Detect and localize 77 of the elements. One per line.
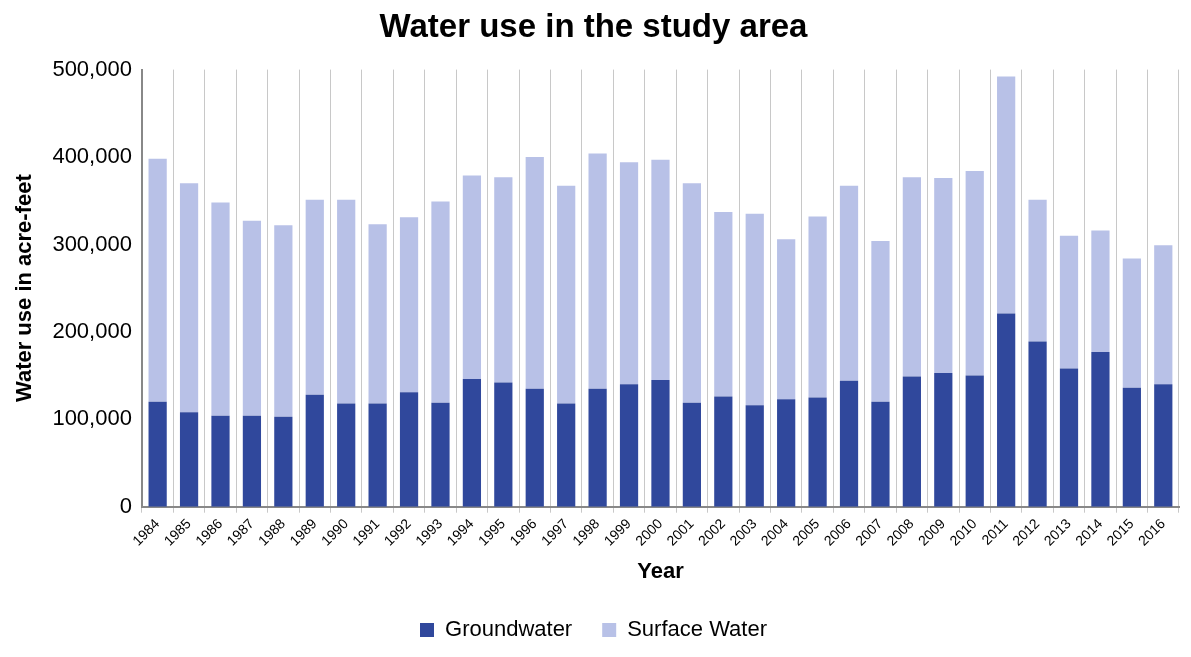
bar — [934, 372, 953, 507]
bar — [525, 388, 544, 507]
bar — [902, 376, 921, 507]
bar — [274, 416, 293, 507]
bar — [431, 201, 450, 403]
bar — [494, 382, 513, 507]
bar — [462, 175, 482, 380]
bar — [651, 159, 670, 380]
bar — [965, 375, 984, 507]
bar — [1091, 351, 1110, 507]
y-tick-label: 500,000 — [52, 55, 132, 81]
bar — [1028, 199, 1047, 342]
chart-title: Water use in the study area — [379, 6, 809, 44]
bar — [1154, 384, 1173, 507]
bar — [871, 240, 890, 402]
bar — [1059, 368, 1079, 507]
bar — [179, 412, 199, 507]
y-tick-label: 100,000 — [52, 405, 132, 431]
bar — [997, 76, 1016, 314]
bar — [871, 401, 890, 507]
bar — [431, 402, 450, 507]
bar — [714, 212, 733, 397]
y-axis-title: Water use in acre-feet — [11, 173, 37, 403]
bar — [337, 199, 356, 404]
legend-label: Surface Water — [627, 616, 767, 642]
bar — [682, 402, 701, 507]
y-tick-label: 400,000 — [52, 143, 132, 169]
bar — [525, 157, 544, 389]
bar — [745, 213, 764, 406]
bar — [274, 225, 293, 417]
bar — [337, 403, 356, 507]
bar — [179, 183, 199, 413]
bar — [462, 379, 482, 507]
x-axis-title: Year — [637, 557, 685, 583]
bar — [1059, 235, 1079, 369]
bar — [839, 380, 859, 507]
legend-label: Groundwater — [445, 616, 573, 642]
bar — [965, 171, 984, 376]
bar — [682, 183, 701, 403]
bar — [242, 220, 262, 416]
bar — [557, 403, 576, 507]
bar — [745, 405, 764, 507]
bar — [839, 185, 859, 381]
y-tick-label: 300,000 — [52, 230, 132, 256]
bar — [494, 177, 513, 383]
bar — [588, 153, 607, 389]
bar — [1122, 387, 1141, 507]
bar — [777, 239, 796, 400]
bar — [305, 199, 324, 395]
bar — [211, 202, 230, 416]
bar — [557, 185, 576, 404]
y-tick-label: 200,000 — [52, 317, 132, 343]
bar — [148, 158, 167, 402]
bar — [399, 392, 419, 507]
bar — [1154, 245, 1173, 385]
bar — [808, 397, 827, 507]
bar — [368, 224, 387, 404]
bar — [714, 396, 733, 507]
y-tick-label: 0 — [119, 492, 132, 518]
bar — [1028, 341, 1047, 507]
bar — [1091, 230, 1110, 352]
bar — [619, 384, 639, 507]
bar — [305, 394, 324, 507]
bar — [997, 313, 1016, 507]
bar — [651, 379, 670, 507]
bar — [902, 177, 921, 377]
bar — [934, 178, 953, 373]
bar — [808, 216, 827, 398]
bar — [242, 415, 262, 507]
bar — [1122, 258, 1141, 388]
bar — [368, 403, 387, 507]
bar — [148, 401, 167, 507]
bar — [211, 415, 230, 507]
bar — [588, 388, 607, 507]
bar — [619, 162, 639, 385]
bar — [399, 217, 419, 393]
bar — [777, 399, 796, 507]
